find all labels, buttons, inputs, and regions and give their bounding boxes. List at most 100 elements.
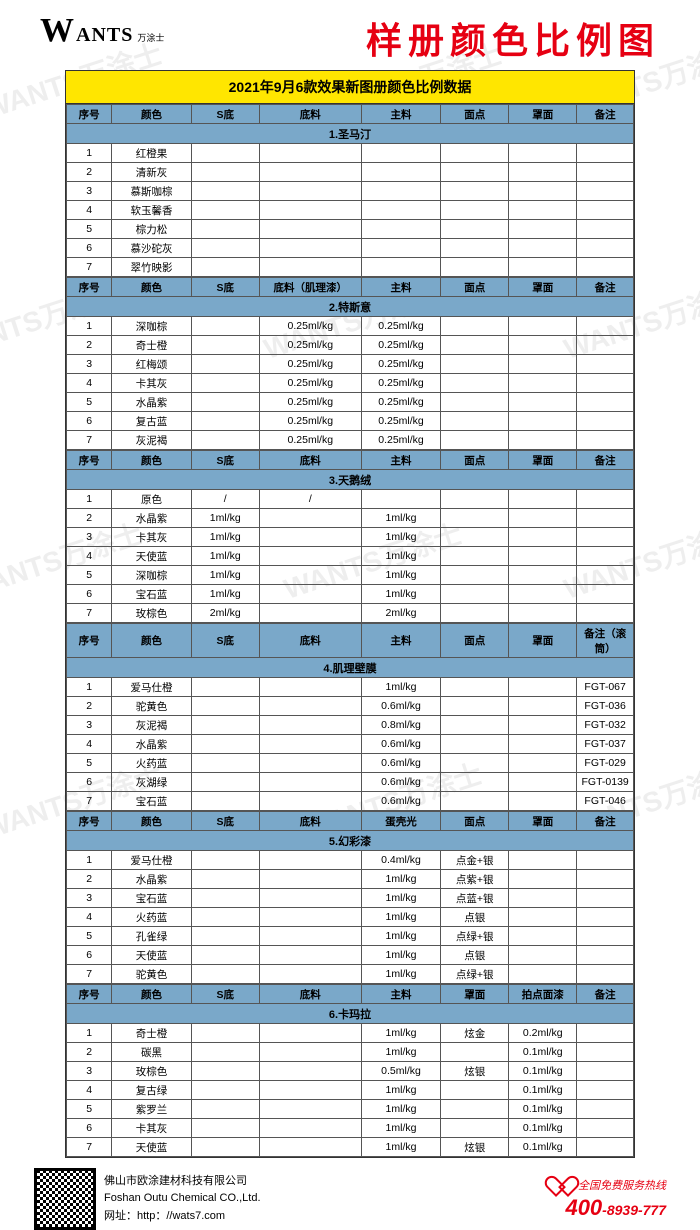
cell: [259, 889, 361, 908]
table-row: 4火药蓝1ml/kg点银: [67, 908, 634, 927]
cell: [577, 239, 634, 258]
col-header: 面点: [441, 278, 509, 297]
cell: [259, 566, 361, 585]
cell: [509, 585, 577, 604]
cell: [191, 965, 259, 984]
cell: [509, 792, 577, 811]
cell: [191, 317, 259, 336]
cell: [577, 908, 634, 927]
cell: [441, 393, 509, 412]
cell: [259, 201, 361, 220]
cell: [441, 1043, 509, 1062]
cell: 水晶紫: [112, 735, 191, 754]
table-row: 3红梅颂0.25ml/kg0.25ml/kg: [67, 355, 634, 374]
cell: 红橙果: [112, 144, 191, 163]
cell: [259, 1138, 361, 1157]
cell: 0.1ml/kg: [509, 1138, 577, 1157]
cell: [577, 220, 634, 239]
cell: 0.1ml/kg: [509, 1081, 577, 1100]
cell: [509, 754, 577, 773]
cell: 火药蓝: [112, 754, 191, 773]
company-name-cn: 佛山市欧涂建材科技有限公司: [104, 1173, 554, 1191]
col-header: 备注: [577, 985, 634, 1004]
cell: 0.1ml/kg: [509, 1043, 577, 1062]
cell: [259, 585, 361, 604]
cell: [577, 490, 634, 509]
cell: [259, 258, 361, 277]
cell: 慕沙砣灰: [112, 239, 191, 258]
cell: [259, 946, 361, 965]
cell: 0.8ml/kg: [361, 716, 440, 735]
cell: 0.25ml/kg: [259, 393, 361, 412]
cell: [441, 163, 509, 182]
cell: 点银: [441, 946, 509, 965]
cell: [191, 182, 259, 201]
cell: [441, 144, 509, 163]
cell: 4: [67, 201, 112, 220]
cell: [509, 773, 577, 792]
cell: 卡其灰: [112, 374, 191, 393]
cell: [441, 201, 509, 220]
cell: [441, 773, 509, 792]
col-header: S底: [191, 624, 259, 658]
cell: [441, 412, 509, 431]
cell: [259, 735, 361, 754]
cell: [259, 604, 361, 623]
cell: [577, 317, 634, 336]
logo-w: W: [40, 12, 74, 50]
section-title: 5.幻彩漆: [67, 831, 634, 851]
cell: 5: [67, 754, 112, 773]
cell: 宝石蓝: [112, 889, 191, 908]
table-row: 3卡其灰1ml/kg1ml/kg: [67, 528, 634, 547]
cell: [259, 792, 361, 811]
cell: 6: [67, 946, 112, 965]
table-row: 4卡其灰0.25ml/kg0.25ml/kg: [67, 374, 634, 393]
cell: [191, 239, 259, 258]
cell: 1ml/kg: [191, 509, 259, 528]
cell: [191, 1062, 259, 1081]
cell: 0.4ml/kg: [361, 851, 440, 870]
col-header: S底: [191, 105, 259, 124]
cell: [259, 716, 361, 735]
cell: 1ml/kg: [361, 528, 440, 547]
cell: [361, 490, 440, 509]
table-row: 5火药蓝0.6ml/kgFGT-029: [67, 754, 634, 773]
section-table: 3.天鹅绒序号颜色S底底料主料面点罩面备注1原色//2水晶紫1ml/kg1ml/…: [66, 450, 634, 623]
cell: FGT-032: [577, 716, 634, 735]
cell: 5: [67, 1100, 112, 1119]
cell: 7: [67, 604, 112, 623]
col-header: 拍点面漆: [509, 985, 577, 1004]
cell: [259, 697, 361, 716]
col-header: 备注: [577, 105, 634, 124]
cell: [191, 697, 259, 716]
cell: 0.25ml/kg: [259, 317, 361, 336]
cell: 点绿+银: [441, 965, 509, 984]
table-row: 7玫棕色2ml/kg2ml/kg: [67, 604, 634, 623]
cell: [509, 851, 577, 870]
cell: [259, 851, 361, 870]
cell: 0.2ml/kg: [509, 1024, 577, 1043]
cell: FGT-029: [577, 754, 634, 773]
cell: 宝石蓝: [112, 585, 191, 604]
cell: 0.25ml/kg: [361, 412, 440, 431]
cell: [577, 566, 634, 585]
cell: 爱马仕橙: [112, 678, 191, 697]
cell: 棕力松: [112, 220, 191, 239]
cell: [441, 1119, 509, 1138]
col-header: 序号: [67, 985, 112, 1004]
cell: 4: [67, 735, 112, 754]
cell: 奇士橙: [112, 1024, 191, 1043]
col-header: 罩面: [509, 278, 577, 297]
cell: 1ml/kg: [361, 566, 440, 585]
cell: 点紫+银: [441, 870, 509, 889]
table-row: 6宝石蓝1ml/kg1ml/kg: [67, 585, 634, 604]
cell: 1ml/kg: [361, 870, 440, 889]
cell: [509, 220, 577, 239]
cell: 灰泥褐: [112, 716, 191, 735]
cell: 0.25ml/kg: [361, 374, 440, 393]
cell: 0.25ml/kg: [259, 412, 361, 431]
cell: [191, 355, 259, 374]
cell: [191, 1100, 259, 1119]
cell: 2ml/kg: [361, 604, 440, 623]
cell: 5: [67, 927, 112, 946]
